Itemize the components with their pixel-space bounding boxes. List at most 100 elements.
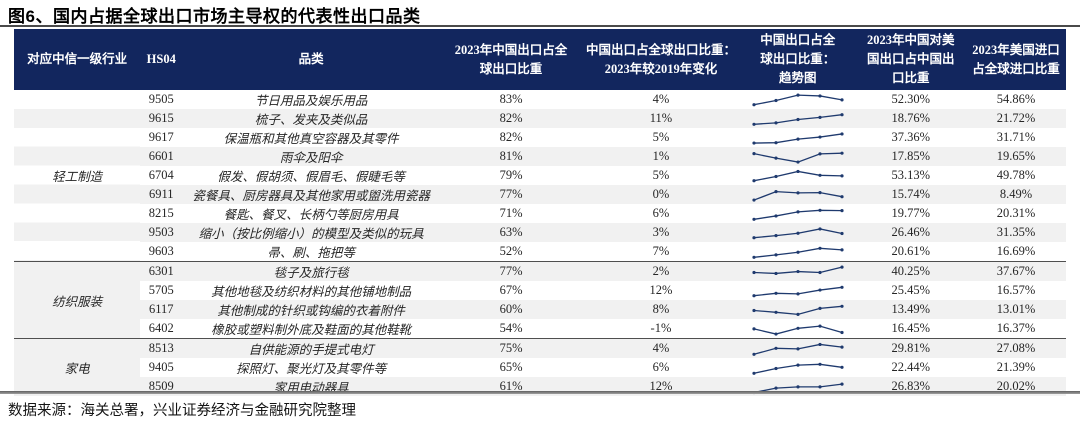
trend-cell	[740, 319, 856, 339]
share-2023-cell: 82%	[499, 130, 523, 144]
trend-cell	[739, 223, 856, 242]
industry-cell: 家电	[14, 338, 141, 396]
share-2023-cell: 52%	[499, 244, 523, 258]
hs04-cell: 9405	[148, 360, 174, 374]
sparkline-chart	[752, 169, 844, 182]
column-header-share-2023: 2023年中国出口占全 球出口比重	[440, 29, 583, 90]
share-2023-cell: 83%	[499, 92, 523, 106]
share-2023-cell: 77%	[440, 185, 583, 204]
sparkline-chart	[752, 342, 844, 356]
table-row: 6117 其他制成的针织或钩编的衣着附件 60% 8% 13.49% 13.01%	[14, 300, 1066, 319]
us-export-share-cell: 15.74%	[855, 185, 967, 204]
table-bottom-divider-line	[0, 391, 1080, 394]
table-row: 纺织服装 6301 毯子及旅行毯 77% 2% 40.25% 37.67%	[14, 261, 1066, 339]
figure-title: 图6、国内占据全球出口市场主导权的代表性出口品类	[8, 7, 421, 26]
change-cell: 8%	[582, 300, 740, 319]
share-2023-cell: 71%	[499, 206, 523, 220]
sparkline-chart	[752, 226, 844, 239]
us-import-share-cell: 8.49%	[966, 185, 1066, 204]
change-cell: 2%	[582, 261, 740, 281]
category-cell: 节日用品及娱乐用品	[254, 94, 368, 108]
data-source: 数据来源：海关总署，兴业证券经济与金融研究院整理	[8, 403, 356, 419]
trend-cell	[740, 166, 856, 185]
trend-cell	[740, 242, 856, 262]
column-header-industry: 对应中信一级行业	[14, 29, 141, 90]
hs04-cell: 6301	[140, 261, 183, 281]
change-cell: 11%	[582, 109, 740, 128]
sparkline-chart	[752, 285, 844, 297]
share-2023-cell: 67%	[499, 283, 523, 297]
category-cell: 其他制成的针织或钩编的衣着附件	[182, 300, 441, 319]
share-2023-cell: 77%	[440, 261, 583, 281]
hs04-cell: 9603	[148, 244, 174, 258]
category-cell: 自供能源的手提式电灯	[182, 338, 441, 358]
category-cell: 假发、假胡须、假眉毛、假睫毛等	[217, 170, 405, 184]
trend-cell	[740, 358, 856, 377]
sparkline-chart	[752, 112, 844, 126]
us-import-share-cell: 21.72%	[966, 109, 1066, 128]
category-cell: 橡胶或塑料制外底及鞋面的其他鞋靴	[211, 323, 412, 337]
hs04-cell: 6601	[140, 147, 183, 166]
column-header-change: 中国出口占全球出口比重： 2023年较2019年变化	[582, 29, 740, 90]
us-export-share-cell: 17.85%	[855, 147, 967, 166]
us-export-share-cell: 53.13%	[891, 168, 931, 182]
us-export-share-cell: 18.76%	[855, 109, 967, 128]
sparkline-chart	[752, 324, 844, 336]
us-export-share-cell: 52.30%	[891, 92, 931, 106]
change-cell: 6%	[652, 360, 670, 374]
category-cell: 保温瓶和其他真空容器及其零件	[223, 132, 399, 146]
table-body: 轻工制造 9505 节日用品及娱乐用品 83% 4% 52.30% 54.86% 9615 梳子…	[14, 90, 1066, 396]
change-cell: 0%	[582, 185, 740, 204]
change-cell: 7%	[652, 244, 670, 258]
us-export-share-cell: 22.44%	[891, 360, 931, 374]
header-row: 对应中信一级行业 HS04 品类 2023年中国出口占全 球出口比重 中国出口占…	[14, 29, 1066, 90]
hs04-cell: 8513	[140, 338, 183, 358]
change-cell: 3%	[582, 223, 740, 242]
us-export-share-cell: 29.81%	[855, 338, 967, 358]
trend-cell	[740, 281, 856, 300]
trend-cell	[740, 128, 856, 147]
table-row: 6601 雨伞及阳伞 81% 1% 17.85% 19.65%	[14, 147, 1066, 166]
table-row: 9503 缩小（按比例缩小）的模型及类似的玩具 63% 3% 26.46% 31.35%	[14, 223, 1066, 242]
change-cell: 5%	[652, 168, 670, 182]
sparkline-chart	[752, 304, 844, 316]
share-2023-cell: 63%	[440, 223, 583, 242]
sparkline-chart	[752, 93, 844, 106]
hs04-cell: 8215	[148, 206, 174, 220]
sparkline-chart	[752, 265, 844, 275]
industry-cell: 纺织服装	[14, 261, 141, 339]
change-cell: 4%	[582, 338, 740, 358]
sparkline-chart	[752, 131, 844, 145]
trend-cell	[740, 204, 856, 223]
share-2023-cell: 81%	[440, 147, 583, 166]
us-import-share-cell: 31.35%	[966, 223, 1066, 242]
us-export-share-cell: 25.45%	[891, 283, 931, 297]
us-export-share-cell: 19.77%	[891, 206, 931, 220]
table-row: 5705 其他地毯及纺织材料的其他铺地制品 67% 12% 25.45% 16.57%	[14, 281, 1066, 300]
sparkline-chart	[752, 208, 844, 221]
change-cell: 5%	[652, 130, 670, 144]
table-row: 9615 梳子、发夹及类似品 82% 11% 18.76% 21.72%	[14, 109, 1066, 128]
table-row: 轻工制造 9505 节日用品及娱乐用品 83% 4% 52.30% 54.86%	[14, 90, 1066, 262]
column-header-category: 品类	[182, 29, 441, 90]
us-import-share-cell: 19.65%	[966, 147, 1066, 166]
change-cell: 6%	[652, 206, 670, 220]
trend-cell	[739, 109, 856, 128]
hs04-cell: 6117	[140, 300, 183, 319]
share-2023-cell: 79%	[499, 168, 523, 182]
change-cell: 12%	[649, 283, 673, 297]
category-cell: 餐匙、餐叉、长柄勺等厨房用具	[223, 208, 399, 222]
hs04-cell: 9503	[140, 223, 183, 242]
us-export-share-cell: 37.36%	[891, 130, 931, 144]
category-cell: 瓷餐具、厨房器具及其他家用或盥洗用瓷器	[182, 185, 441, 204]
share-2023-cell: 82%	[440, 109, 583, 128]
table-header: 对应中信一级行业 HS04 品类 2023年中国出口占全 球出口比重 中国出口占…	[14, 29, 1066, 90]
change-cell: 1%	[582, 147, 740, 166]
table-row: 家电 8513 自供能源的手提式电灯 75% 4% 29.81% 27.08%	[14, 338, 1066, 396]
trend-cell	[739, 185, 856, 204]
table-row: 6402 橡胶或塑料制外底及鞋面的其他鞋靴 54% -1% 16.45% 16.37%	[14, 319, 1066, 339]
us-import-share-cell: 37.67%	[966, 261, 1066, 281]
sparkline-chart	[752, 189, 844, 202]
hs04-cell: 6911	[140, 185, 183, 204]
